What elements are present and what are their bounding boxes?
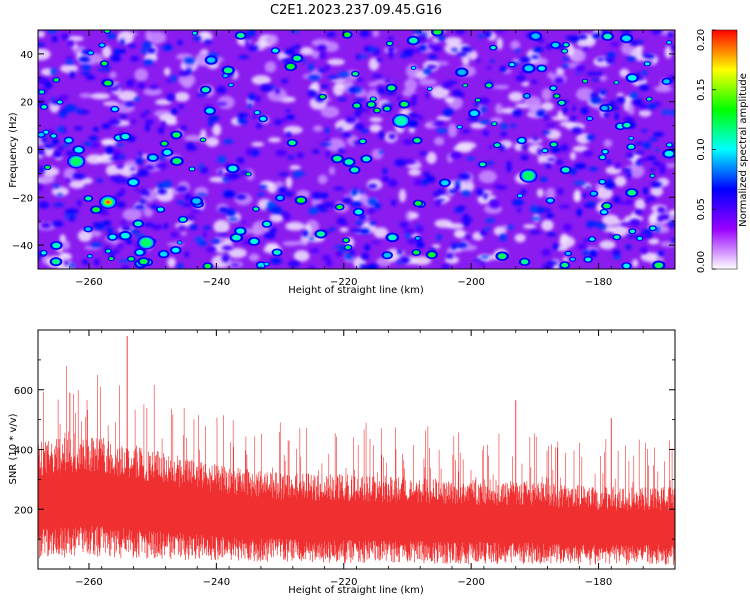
x-tick-label: −260 bbox=[75, 277, 102, 288]
heatmap-low-amplitude-patches bbox=[38, 30, 675, 269]
heatmap-x-ticks: −260 −240 −220 −200 −180 bbox=[37, 30, 676, 288]
y-tick-label: 200 bbox=[14, 505, 33, 516]
heatmap-y-ticks: −40 −20 0 20 40 bbox=[12, 29, 675, 270]
colorbar-tick-label: 0.20 bbox=[696, 29, 707, 51]
y-tick-label: −40 bbox=[12, 241, 33, 252]
heatmap-peak bbox=[519, 168, 538, 183]
colorbar-tick-label: 0.10 bbox=[696, 138, 707, 160]
x-tick-label: −240 bbox=[203, 577, 230, 588]
y-tick-label: 20 bbox=[20, 98, 33, 109]
heatmap-peaks bbox=[67, 113, 538, 250]
heatmap-x-axis-label: Height of straight line (km) bbox=[288, 285, 424, 296]
snr-noise-spikes bbox=[43, 366, 673, 510]
y-tick-label: −20 bbox=[12, 193, 33, 204]
x-tick-label: −260 bbox=[75, 577, 102, 588]
heatmap-peak bbox=[391, 113, 411, 128]
x-tick-label: −200 bbox=[457, 577, 484, 588]
colorbar: 0.00 0.05 0.10 0.15 0.20 Normalized spectral… bbox=[696, 29, 749, 273]
y-tick-label: 400 bbox=[14, 446, 33, 457]
snr-noise-core bbox=[38, 437, 675, 566]
x-tick-label: −180 bbox=[585, 277, 612, 288]
x-tick-label: −220 bbox=[330, 577, 357, 588]
snr-series bbox=[38, 335, 675, 566]
colorbar-tick-label: 0.00 bbox=[696, 251, 707, 273]
y-tick-label: 40 bbox=[20, 50, 33, 61]
snr-panel: −260 −240 −220 −200 −180 200 400 600 Height of… bbox=[8, 329, 676, 596]
heatmap-peak bbox=[98, 195, 118, 210]
x-tick-label: −220 bbox=[330, 277, 357, 288]
colorbar-label: Normalized spectral amplitude bbox=[738, 73, 749, 227]
heatmap-peak bbox=[137, 235, 156, 250]
heatmap-y-axis-label: Frequency (Hz) bbox=[8, 112, 19, 188]
x-tick-label: −180 bbox=[585, 577, 612, 588]
x-tick-label: −200 bbox=[457, 277, 484, 288]
colorbar-tick-label: 0.05 bbox=[696, 198, 707, 220]
heatmap-blobs bbox=[38, 30, 675, 269]
y-tick-label: 0 bbox=[27, 146, 33, 157]
y-tick-label: 600 bbox=[14, 386, 33, 397]
colorbar-tick-label: 0.15 bbox=[696, 79, 707, 101]
snr-y-ticks: 200 400 600 bbox=[14, 359, 675, 540]
snr-x-ticks: −260 −240 −220 −200 −180 bbox=[37, 330, 676, 588]
colorbar-ticks: 0.00 0.05 0.10 0.15 0.20 bbox=[696, 29, 716, 273]
snr-x-axis-label: Height of straight line (km) bbox=[288, 585, 424, 596]
heatmap-peak bbox=[67, 154, 86, 169]
snr-y-axis-label: SNR (10 * v/v) bbox=[8, 413, 19, 484]
colorbar-gradient bbox=[711, 29, 738, 270]
heatmap-high-amplitude-patches bbox=[38, 30, 675, 269]
figure-title: C2E1.2023.237.09.45.G16 bbox=[270, 3, 442, 18]
x-tick-label: −240 bbox=[203, 277, 230, 288]
